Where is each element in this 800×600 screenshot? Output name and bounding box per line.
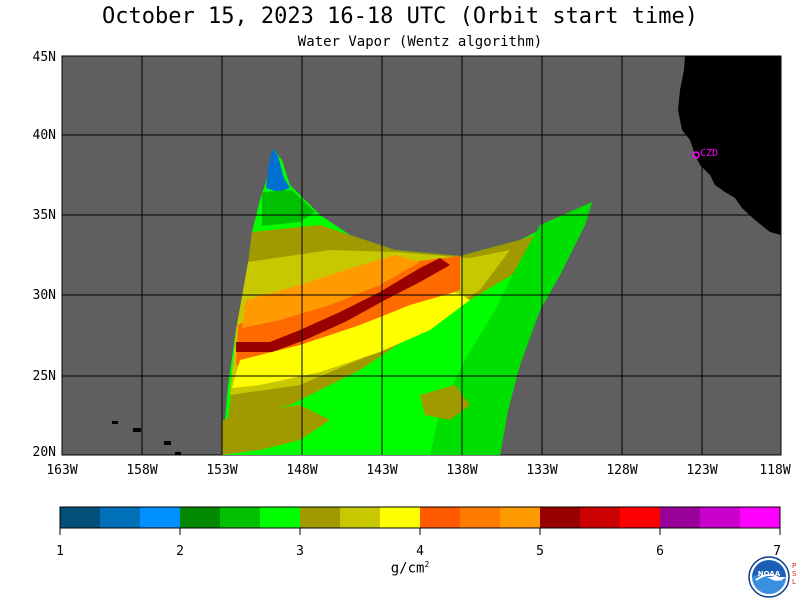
colorbar-swatch [340, 507, 381, 528]
colorbar-swatch [140, 507, 181, 528]
colorbar [60, 507, 781, 528]
hawaii-island [164, 441, 171, 445]
graticule [62, 56, 781, 455]
lon-labels: 163W 158W 153W 148W 143W 138W 133W 128W … [46, 463, 790, 478]
lat-label: 40N [33, 128, 56, 143]
station-label: CZD [700, 148, 718, 159]
colorbar-swatch [660, 507, 701, 528]
station-marker [692, 151, 700, 159]
colorbar-swatch [700, 507, 741, 528]
swath-blue-tip [266, 148, 290, 192]
land-layer [112, 56, 781, 455]
swath-yellow-band [232, 292, 470, 388]
colorbar-swatch [620, 507, 661, 528]
lon-label: 143W [366, 463, 397, 478]
lon-label: 158W [126, 463, 157, 478]
hawaii-island [133, 428, 141, 432]
colorbar-label: 7 [773, 544, 781, 559]
colorbar-swatch [420, 507, 461, 528]
lat-label: 30N [33, 288, 56, 303]
colorbar-swatch [500, 507, 541, 528]
lon-label: 163W [46, 463, 77, 478]
lon-label: 153W [206, 463, 237, 478]
noaa-logo-text: NOAA [758, 570, 781, 578]
california-land [678, 56, 781, 235]
colorbar-label: 4 [416, 544, 424, 559]
swath-olive-patch-2 [420, 385, 470, 420]
lon-label: 123W [686, 463, 717, 478]
map-subtitle: Water Vapor (Wentz algorithm) [297, 34, 543, 50]
colorbar-swatch [180, 507, 221, 528]
lat-label: 20N [33, 445, 56, 460]
colorbar-labels: 1 2 3 4 5 6 7 [56, 544, 781, 559]
lon-label: 133W [526, 463, 557, 478]
colorbar-unit: g/cm2 [380, 560, 440, 577]
colorbar-unit-text: g/cm [390, 560, 425, 577]
hawaii-island [175, 452, 181, 455]
colorbar-swatch [220, 507, 261, 528]
colorbar-swatch [540, 507, 581, 528]
map-title: October 15, 2023 16-18 UTC (Orbit start … [101, 4, 699, 29]
colorbar-ticks [59, 528, 781, 535]
lon-label: 128W [606, 463, 637, 478]
lon-label: 148W [286, 463, 317, 478]
lat-label: 25N [33, 369, 56, 384]
colorbar-swatch [580, 507, 621, 528]
colorbar-label: 1 [56, 544, 64, 559]
colorbar-label: 3 [296, 544, 304, 559]
lon-label: 118W [759, 463, 790, 478]
colorbar-label: 2 [176, 544, 184, 559]
colorbar-swatch [260, 507, 301, 528]
colorbar-swatch [460, 507, 501, 528]
noaa-logo: NOAA [748, 556, 790, 598]
lat-labels: 45N 40N 35N 30N 25N 20N [33, 50, 56, 460]
swath-green-east [430, 202, 592, 455]
colorbar-label: 5 [536, 544, 544, 559]
colorbar-swatch [740, 507, 781, 528]
swath-olive-south [222, 405, 330, 455]
colorbar-label: 6 [656, 544, 664, 559]
hawaii-island [112, 421, 118, 424]
swath-darkred-core [236, 258, 450, 352]
colorbar-swatch [100, 507, 141, 528]
swath-layer [222, 148, 592, 455]
lon-label: 138W [446, 463, 477, 478]
colorbar-unit-superscript: 2 [424, 560, 430, 569]
colorbar-swatch [380, 507, 421, 528]
colorbar-swatch [60, 507, 101, 528]
swath-lightorange-band [242, 255, 420, 328]
lat-label: 45N [33, 50, 56, 65]
colorbar-swatch [300, 507, 341, 528]
lat-label: 35N [33, 208, 56, 223]
